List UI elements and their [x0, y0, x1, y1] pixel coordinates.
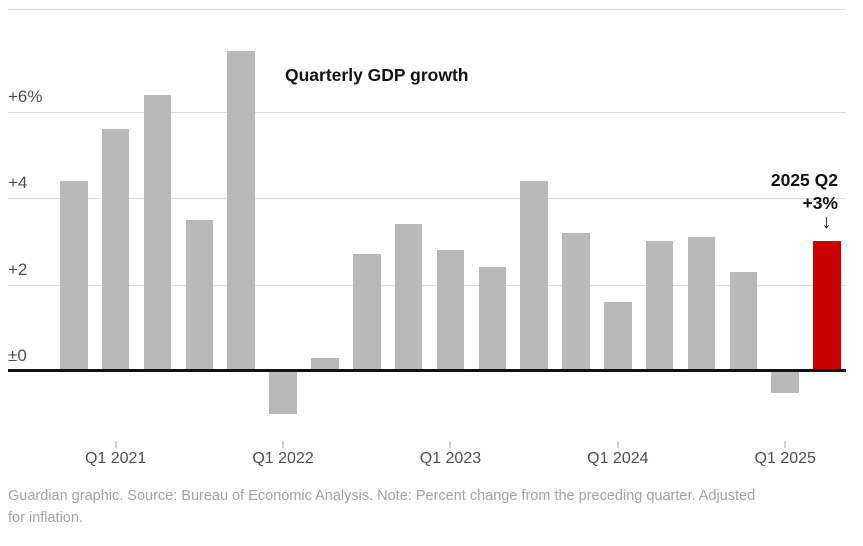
source-note-line1: Guardian graphic. Source: Bureau of Econ… — [8, 488, 756, 504]
x-axis-tick-q1-2024 — [616, 441, 619, 448]
bar-2024-q1 — [604, 301, 632, 371]
top-border-rule — [8, 9, 846, 10]
x-axis-label-q1-2022: Q1 2022 — [252, 450, 314, 467]
x-axis-tick-q1-2022 — [282, 441, 285, 448]
bar-2025-q1 — [771, 371, 800, 393]
x-axis-label-q1-2021: Q1 2021 — [84, 450, 147, 467]
bar-2022-q3 — [352, 254, 381, 371]
bar-2023-q4 — [562, 232, 590, 371]
x-axis-label-q1-2023: Q1 2023 — [419, 450, 482, 467]
x-axis-tick-q1-2021 — [114, 441, 117, 448]
y-axis-label-0: ±0 — [8, 346, 27, 365]
x-axis-label-q1-2025: Q1 2025 — [754, 450, 816, 467]
bar-2021-q2 — [143, 94, 172, 371]
bar-2025-q2 — [813, 241, 841, 371]
zero-axis-line — [8, 369, 846, 372]
x-axis-label-q1-2024: Q1 2024 — [587, 450, 649, 467]
gridline-6 — [8, 111, 846, 113]
bar-2022-q1 — [269, 371, 297, 415]
gridline-4 — [8, 198, 846, 200]
x-axis-tick-q1-2023 — [449, 441, 452, 448]
bar-2022-q2 — [311, 358, 339, 371]
annotation-value-label: +3% — [802, 193, 838, 213]
bar-2024-q2 — [645, 241, 674, 371]
y-axis-label-6: +6% — [8, 86, 43, 106]
y-axis-label-2: +2 — [8, 259, 28, 279]
x-axis-tick-q1-2025 — [784, 441, 787, 448]
bar-2023-q1 — [436, 250, 465, 371]
source-note: Guardian graphic. Source: Bureau of Econ… — [8, 486, 755, 529]
bar-2022-q4 — [394, 224, 423, 371]
bar-2023-q3 — [520, 180, 548, 371]
highlight-annotation: 2025 Q2 +3% — [771, 169, 838, 215]
y-axis-label-4: +4 — [8, 173, 28, 193]
source-note-line2: for inflation. — [8, 509, 83, 526]
gridline-2 — [8, 284, 846, 286]
bar-2021-q1 — [101, 129, 130, 371]
bar-2024-q4 — [729, 271, 758, 371]
bar-2020-q4 — [60, 180, 88, 371]
bar-2024-q3 — [687, 237, 716, 371]
chart-title: Quarterly GDP growth — [285, 65, 469, 85]
bar-2021-q3 — [185, 219, 214, 371]
bar-2023-q2 — [478, 267, 507, 371]
annotation-quarter-label: 2025 Q2 — [770, 170, 838, 190]
down-arrow-icon: ↓ — [821, 211, 832, 233]
bar-2021-q4 — [227, 51, 255, 371]
